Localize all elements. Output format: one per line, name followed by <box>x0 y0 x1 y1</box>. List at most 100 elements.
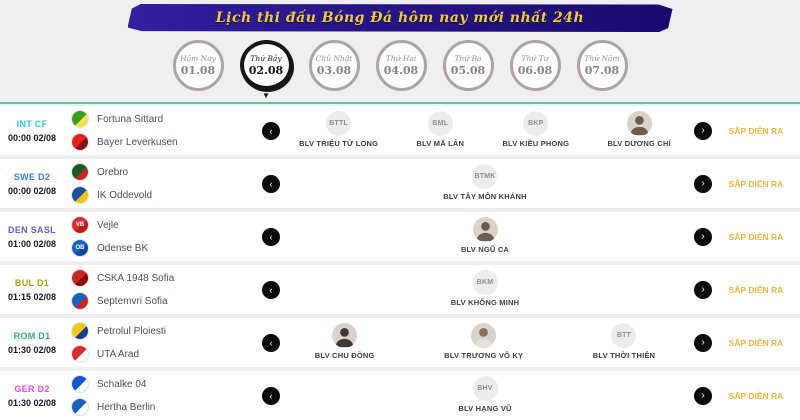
status-badge: SẮP DIỄN RA <box>728 337 784 348</box>
kickoff-time: 01:15 02/08 <box>7 291 57 302</box>
match-link-arrow[interactable]: › <box>694 333 712 352</box>
tab-circle: Thứ Hai 04.08 <box>375 40 427 91</box>
match-link-arrow[interactable]: › <box>694 227 712 246</box>
league-cell: INT CF 00:00 02/08 <box>0 119 64 143</box>
tab-day-label: Thứ Bảy <box>250 53 282 63</box>
tab-date-label: 06.08 <box>517 64 553 77</box>
tab-day-label: Chủ Nhật <box>315 54 353 63</box>
banner-wrap: Lịch thi đấu Bóng Đá hôm nay mới nhất 24… <box>0 0 800 32</box>
commentator[interactable]: BTTL BLV TRIỆU TỬ LONG <box>299 111 378 148</box>
home-team: VB Vejle <box>72 217 262 233</box>
commentator-initials-badge: BHV <box>472 376 498 401</box>
match-row: ROM D1 01:30 02/08 Petrolul Ploiesti UTA… <box>0 318 800 367</box>
home-team-name: Orebro <box>97 166 129 178</box>
versus-button[interactable]: ‹ <box>262 227 280 246</box>
commentators-cell: BTTL BLV TRIỆU TỬ LONG BML BLV MÃ LÂN BK… <box>280 106 690 155</box>
person-silhouette-icon <box>630 116 648 135</box>
away-team: UTA Arad <box>72 346 262 362</box>
commentator[interactable]: BLV NGŨ CA <box>461 217 509 254</box>
tab-date-label: 05.08 <box>450 64 486 77</box>
away-team-logo <box>72 399 88 415</box>
commentator[interactable]: BLV DƯƠNG CHÍ <box>607 111 671 148</box>
commentator-initials-badge: BKM <box>472 270 498 295</box>
teams-cell: VB Vejle OB Odense BK <box>64 217 262 256</box>
match-link-arrow[interactable]: › <box>694 174 712 193</box>
match-link-arrow[interactable]: › <box>694 121 712 140</box>
person-silhouette-icon <box>476 222 494 241</box>
away-team: OB Odense BK <box>72 240 262 256</box>
tab-07-08[interactable]: Thứ Năm 07.08 <box>576 40 628 100</box>
tab-01-08[interactable]: Hôm Nay 01.08 <box>172 40 224 100</box>
tab-date-label: 02.08 <box>248 63 284 77</box>
away-team: Septemvri Sofia <box>72 293 262 309</box>
tab-day-label: Thứ Hai <box>385 54 417 63</box>
match-row: DEN SASL 01:00 02/08 VB Vejle OB Odense … <box>0 212 800 261</box>
commentator-name: BLV KIỀU PHONG <box>502 139 570 148</box>
versus-button[interactable]: ‹ <box>262 121 280 140</box>
home-team: Fortuna Sittard <box>72 111 262 127</box>
active-tab-pointer-icon: ▼ <box>262 91 270 100</box>
tab-06-08[interactable]: Thứ Tư 06.08 <box>509 40 561 100</box>
tab-02-08-active[interactable]: Thứ Bảy 02.08 ▼ <box>239 40 293 100</box>
versus-button[interactable]: ‹ <box>262 280 280 299</box>
page-title: Lịch thi đấu Bóng Đá hôm nay mới nhất 24… <box>215 10 585 26</box>
match-link-arrow[interactable]: › <box>694 386 712 405</box>
commentator-avatar <box>472 217 498 242</box>
match-row: BUL D1 01:15 02/08 CSKA 1948 Sofia Septe… <box>0 265 800 314</box>
league-label: INT CF <box>16 118 48 129</box>
home-team-logo <box>72 376 88 392</box>
away-team-logo <box>72 346 88 362</box>
tab-05-08[interactable]: Thứ Ba 05.08 <box>442 40 494 100</box>
home-team-name: CSKA 1948 Sofia <box>97 272 175 284</box>
home-team-logo <box>72 164 88 180</box>
away-team-name: Hertha Berlin <box>97 401 156 413</box>
match-row: GER D2 01:30 02/08 Schalke 04 Hertha Ber… <box>0 371 800 420</box>
teams-cell: Petrolul Ploiesti UTA Arad <box>64 323 262 362</box>
home-team-name: Fortuna Sittard <box>97 113 164 125</box>
tab-date-label: 03.08 <box>316 64 352 77</box>
home-team-logo: VB <box>72 217 88 233</box>
commentator-initials-badge: BKP <box>523 111 549 136</box>
tab-04-08[interactable]: Thứ Hai 04.08 <box>375 40 427 100</box>
league-cell: DEN SASL 01:00 02/08 <box>0 225 64 249</box>
league-label: SWE D2 <box>13 171 51 182</box>
teams-cell: Fortuna Sittard Bayer Leverkusen <box>64 111 262 150</box>
commentator[interactable]: BKP BLV KIỀU PHONG <box>502 111 569 148</box>
away-team-name: Odense BK <box>97 242 149 254</box>
kickoff-time: 01:30 02/08 <box>7 344 57 355</box>
away-team-name: UTA Arad <box>97 348 140 360</box>
kickoff-time: 00:00 02/08 <box>7 132 57 143</box>
tab-circle: Thứ Bảy 02.08 <box>239 40 293 90</box>
commentators-cell: BLV CHU ĐỒNG BLV TRƯƠNG VÔ KỴ BTT BLV TH… <box>280 318 690 367</box>
commentator[interactable]: BLV TRƯƠNG VÔ KỴ <box>444 323 523 360</box>
commentators-cell: BHV BLV HẠNG VŨ <box>280 371 690 420</box>
versus-button[interactable]: ‹ <box>262 333 280 352</box>
commentators-cell: BKM BLV KHỔNG MINH <box>280 265 690 314</box>
commentator[interactable]: BLV CHU ĐỒNG <box>315 323 375 360</box>
home-team-logo <box>72 270 88 286</box>
commentator-initials-badge: BTTL <box>326 111 352 136</box>
status-badge: SẮP DIỄN RA <box>728 284 784 295</box>
versus-button[interactable]: ‹ <box>262 386 280 405</box>
tab-circle: Thứ Tư 06.08 <box>509 40 561 91</box>
commentators-cell: BLV NGŨ CA <box>280 212 690 261</box>
teams-cell: Orebro IK Oddevold <box>64 164 262 203</box>
commentator-initials-badge: BTT <box>611 323 637 348</box>
match-link-arrow[interactable]: › <box>694 280 712 299</box>
commentator[interactable]: BTMK BLV TÂY MÔN KHÁNH <box>443 164 527 201</box>
commentator-name: BLV HẠNG VŨ <box>458 404 512 413</box>
commentator[interactable]: BML BLV MÃ LÂN <box>416 111 464 148</box>
commentator-name: BLV CHU ĐỒNG <box>314 351 375 360</box>
home-team-name: Schalke 04 <box>97 378 147 390</box>
away-team: Bayer Leverkusen <box>72 134 262 150</box>
commentator[interactable]: BTT BLV THỜI THIÊN <box>593 323 655 360</box>
commentator[interactable]: BKM BLV KHỔNG MINH <box>451 270 520 307</box>
versus-button[interactable]: ‹ <box>262 174 280 193</box>
away-team-name: Bayer Leverkusen <box>97 136 178 148</box>
tab-circle: Hôm Nay 01.08 <box>172 40 224 91</box>
tab-03-08[interactable]: Chủ Nhật 03.08 <box>308 40 360 100</box>
commentator-initials-badge: BTMK <box>472 164 498 189</box>
commentator[interactable]: BHV BLV HẠNG VŨ <box>458 376 511 413</box>
home-team-logo <box>72 323 88 339</box>
commentator-name: BLV TÂY MÔN KHÁNH <box>443 192 527 201</box>
